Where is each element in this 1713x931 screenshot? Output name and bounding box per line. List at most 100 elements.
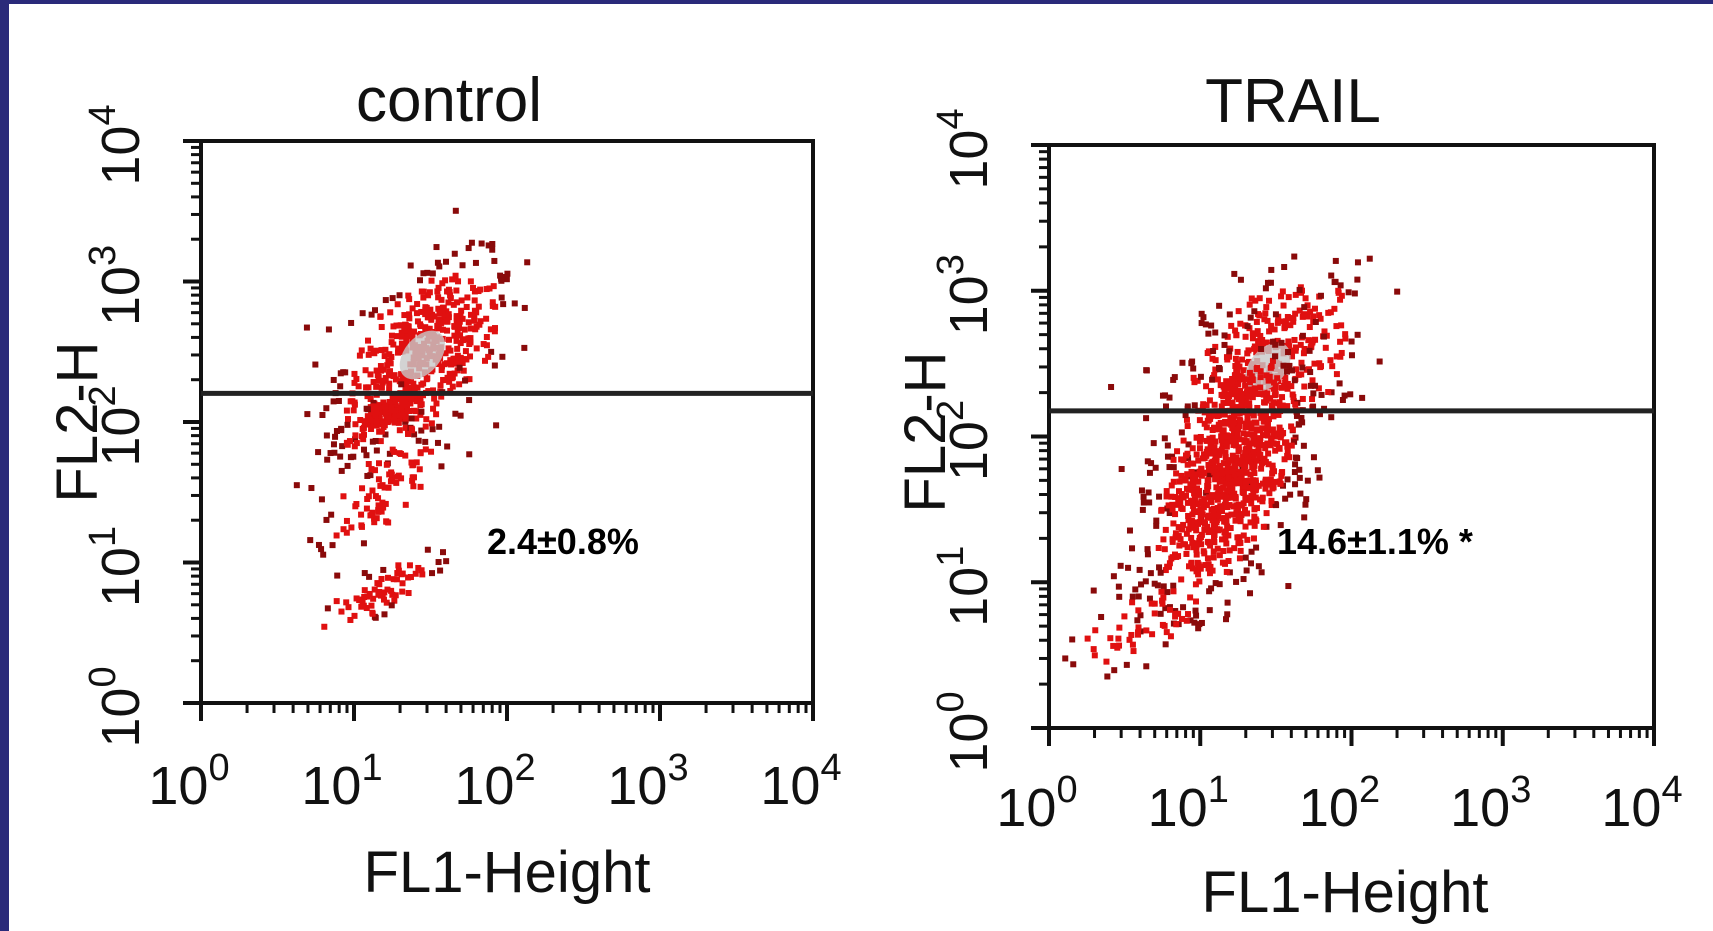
scatter-point: [1145, 489, 1152, 496]
scatter-point: [1284, 476, 1291, 483]
scatter-point: [409, 474, 416, 481]
scatter-point: [386, 386, 393, 393]
scatter-point: [361, 446, 368, 453]
percentage-annotation: 2.4±0.8%: [487, 521, 639, 562]
scatter-point: [388, 353, 395, 360]
scatter-point: [1243, 389, 1250, 396]
scatter-point: [422, 438, 429, 445]
scatter-point: [1245, 393, 1252, 400]
scatter-point: [1166, 606, 1173, 613]
scatter-point: [390, 373, 397, 380]
scatter-point: [1104, 673, 1111, 680]
scatter-point: [344, 416, 351, 423]
scatter-point: [1235, 448, 1242, 455]
scatter-point: [1278, 339, 1285, 346]
scatter-point: [1225, 399, 1232, 406]
scatter-point: [1132, 586, 1139, 593]
scatter-point: [1278, 431, 1285, 438]
scatter-point: [471, 297, 478, 304]
scatter-point: [1176, 478, 1183, 485]
scatter-point: [424, 269, 431, 276]
scatter-point: [353, 440, 360, 447]
scatter-point: [1262, 412, 1269, 419]
scatter-point: [1257, 368, 1264, 375]
scatter-point: [1292, 344, 1299, 351]
scatter-point: [370, 420, 377, 427]
scatter-point: [1258, 346, 1265, 353]
scatter-point: [381, 377, 388, 384]
scatter-point: [1285, 294, 1292, 301]
scatter-point: [1212, 438, 1219, 445]
scatter-point: [1151, 600, 1158, 607]
scatter-point: [370, 403, 377, 410]
scatter-point: [1256, 295, 1263, 302]
scatter-point: [1253, 505, 1260, 512]
scatter-point: [1345, 289, 1352, 296]
scatter-point: [1242, 523, 1249, 530]
scatter-point: [1272, 501, 1279, 508]
scatter-point: [382, 409, 389, 416]
scatter-point: [1286, 343, 1293, 350]
scatter-point: [1317, 315, 1324, 322]
chart-title: TRAIL: [1205, 67, 1381, 136]
scatter-point: [1228, 494, 1235, 501]
scatter-point: [1225, 475, 1232, 482]
scatter-point: [1205, 565, 1212, 572]
scatter-point: [1108, 383, 1115, 390]
scatter-point: [1242, 449, 1249, 456]
scatter-point: [459, 337, 466, 344]
scatter-point: [370, 399, 377, 406]
scatter-point: [1248, 295, 1255, 302]
scatter-point: [452, 355, 459, 362]
scatter-point: [1222, 420, 1229, 427]
scatter-point: [1297, 490, 1304, 497]
scatter-point: [1193, 568, 1200, 575]
scatter-point: [1203, 383, 1210, 390]
scatter-point: [1226, 482, 1233, 489]
scatter-point: [1316, 360, 1323, 367]
scatter-point: [1193, 598, 1200, 605]
scatter-point: [1228, 322, 1235, 329]
scatter-point: [1135, 631, 1142, 638]
scatter-point: [489, 299, 496, 306]
scatter-point: [410, 380, 417, 387]
scatter-point: [457, 412, 464, 419]
scatter-point: [1146, 469, 1153, 476]
y-tick-label: 100: [930, 691, 999, 772]
scatter-point: [1264, 317, 1271, 324]
scatter-point: [1332, 278, 1339, 285]
scatter-point: [1196, 621, 1203, 628]
scatter-point: [392, 592, 399, 599]
scatter-point: [408, 333, 415, 340]
scatter-point: [402, 452, 409, 459]
scatter-point: [1259, 425, 1266, 432]
scatter-point: [410, 461, 417, 468]
scatter-point: [352, 436, 359, 443]
scatter-point: [1220, 427, 1227, 434]
scatter-point: [1184, 461, 1191, 468]
scatter-point: [1262, 458, 1269, 465]
scatter-point: [1304, 302, 1311, 309]
scatter-point: [498, 277, 505, 284]
scatter-point: [449, 374, 456, 381]
scatter-point: [389, 446, 396, 453]
scatter-point: [372, 347, 379, 354]
scatter-point: [1238, 374, 1245, 381]
scatter-point: [406, 296, 413, 303]
scatter-point: [457, 332, 464, 339]
scatter-point: [1221, 518, 1228, 525]
scatter-point: [1189, 497, 1196, 504]
scatter-point: [1211, 401, 1218, 408]
scatter-point: [404, 333, 411, 340]
scatter-point: [417, 321, 424, 328]
scatter-point: [1171, 551, 1178, 558]
scatter-point: [1255, 446, 1262, 453]
scatter-point: [1237, 539, 1244, 546]
scatter-point: [338, 467, 345, 474]
scatter-point: [1162, 641, 1169, 648]
scatter-point: [1107, 635, 1114, 642]
scatter-point: [1204, 477, 1211, 484]
scatter-point: [1253, 517, 1260, 524]
scatter-point: [367, 472, 374, 479]
scatter-point: [329, 542, 336, 549]
